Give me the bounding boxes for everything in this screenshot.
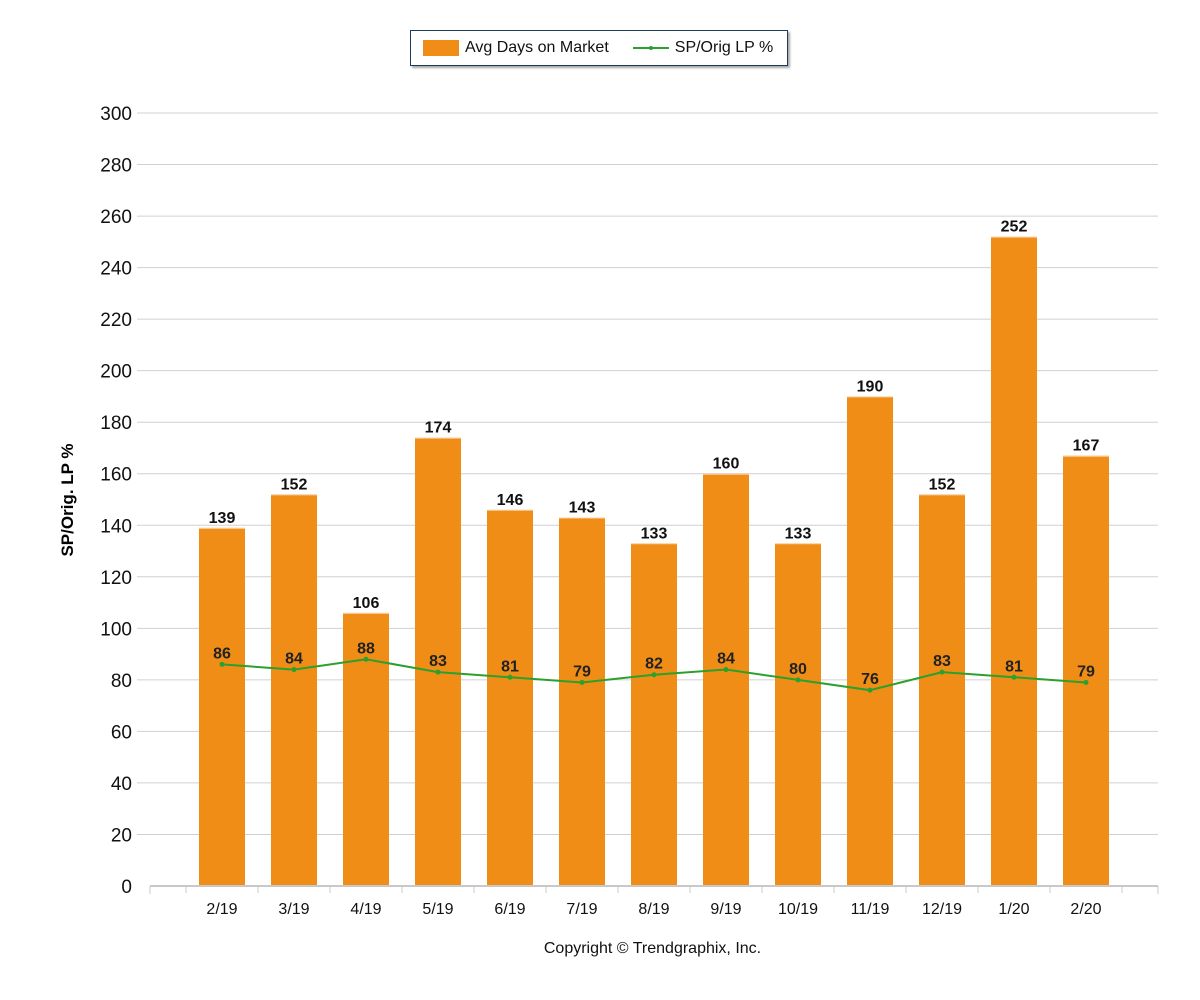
line-value-label: 79 xyxy=(573,663,591,680)
bar xyxy=(631,543,677,886)
bar-value-label: 174 xyxy=(425,420,452,437)
x-axis: 2/19 3/19 4/19 5/19 6/19 7/19 8/19 9/19 10/19 11/… xyxy=(149,885,1159,918)
bar xyxy=(703,473,749,886)
bar xyxy=(559,517,605,886)
bar xyxy=(199,527,245,886)
line-point xyxy=(1011,674,1017,680)
line-data-labels: 86 84 88 83 81 79 82 84 80 76 83 81 79 xyxy=(213,640,1095,688)
line-point xyxy=(1083,679,1089,685)
y-tick-label: 180 xyxy=(100,413,132,434)
x-tick-label: 12/19 xyxy=(922,901,962,918)
y-tick-label: 60 xyxy=(111,722,132,743)
legend-bar-swatch xyxy=(423,40,459,56)
y-tick-label: 100 xyxy=(100,619,132,640)
line-point xyxy=(579,679,585,685)
line-point xyxy=(795,677,801,683)
line-value-label: 86 xyxy=(213,645,231,662)
y-tick-label: 140 xyxy=(100,516,132,537)
y-tick-label: 260 xyxy=(100,207,132,228)
y-tick-label: 160 xyxy=(100,465,132,486)
x-tick-label: 2/20 xyxy=(1070,901,1101,918)
line-value-label: 83 xyxy=(933,653,951,670)
bar-value-label: 167 xyxy=(1073,438,1100,455)
y-tick-label: 220 xyxy=(100,310,132,331)
y-tick-label: 120 xyxy=(100,568,132,589)
line-value-label: 76 xyxy=(861,671,879,688)
line-point xyxy=(507,674,513,680)
line-point xyxy=(363,656,369,662)
x-tick-label: 1/20 xyxy=(998,901,1029,918)
y-tick-label: 80 xyxy=(111,671,132,692)
line-value-label: 88 xyxy=(357,640,375,657)
line-value-label: 81 xyxy=(501,658,519,675)
line-value-label: 84 xyxy=(717,651,735,668)
bar-value-label: 252 xyxy=(1001,219,1028,236)
line-point xyxy=(939,669,945,675)
y-tick-label: 280 xyxy=(100,156,132,177)
legend-line-swatch xyxy=(632,40,669,56)
line-point xyxy=(291,667,297,673)
bar-value-label: 160 xyxy=(713,456,740,473)
bar xyxy=(991,236,1037,886)
line-point xyxy=(435,669,441,675)
line-value-label: 83 xyxy=(429,653,447,670)
bar xyxy=(1063,455,1109,886)
x-tick-label: 6/19 xyxy=(494,901,525,918)
bar-value-label: 152 xyxy=(929,476,956,493)
copyright-text: Copyright © Trendgraphix, Inc. xyxy=(543,940,762,957)
line-value-label: 80 xyxy=(789,661,807,678)
x-tick-label: 9/19 xyxy=(710,901,741,918)
bar xyxy=(271,494,317,886)
x-tick-label: 8/19 xyxy=(638,901,669,918)
bar-series xyxy=(199,236,1109,886)
y-tick-label: 300 xyxy=(100,104,132,125)
bar-data-labels: 139 152 106 174 146 143 133 160 133 190 152 252 167 xyxy=(209,219,1100,612)
x-tick-label: 4/19 xyxy=(350,901,381,918)
y-tick-label: 0 xyxy=(121,877,132,898)
line-point xyxy=(723,667,729,673)
bar-value-label: 146 xyxy=(497,492,524,509)
bar-value-label: 133 xyxy=(641,525,668,542)
bar-value-label: 190 xyxy=(857,378,884,395)
x-tick-label: 11/19 xyxy=(851,901,890,918)
bar xyxy=(775,543,821,886)
bar xyxy=(919,494,965,886)
y-axis-ticks: 0 20 40 60 80 100 120 140 160 180 200 220 240 260 280 3… xyxy=(100,104,132,898)
y-tick-label: 240 xyxy=(100,259,132,280)
bar-value-label: 106 xyxy=(353,595,380,612)
bar-value-label: 152 xyxy=(281,476,308,493)
line-point xyxy=(867,687,873,693)
legend-bar-label: Avg Days on Market xyxy=(465,39,609,56)
x-tick-label: 10/19 xyxy=(778,901,818,918)
line-value-label: 79 xyxy=(1077,663,1095,680)
x-tick-label: 7/19 xyxy=(566,901,597,918)
bar xyxy=(487,509,533,886)
legend: Avg Days on Market SP/Orig LP % xyxy=(410,30,788,66)
bar xyxy=(847,396,893,886)
bar-value-label: 133 xyxy=(785,525,812,542)
line-value-label: 82 xyxy=(645,656,663,673)
y-axis-title: SP/Orig. LP % xyxy=(58,443,77,557)
x-tick-label: 2/19 xyxy=(206,901,237,918)
y-tick-label: 200 xyxy=(100,362,132,383)
legend-line-label: SP/Orig LP % xyxy=(674,39,774,56)
bar xyxy=(415,437,461,886)
line-value-label: 81 xyxy=(1005,658,1023,675)
line-series xyxy=(219,656,1089,693)
x-tick-label: 5/19 xyxy=(422,901,453,918)
y-tick-label: 20 xyxy=(111,825,132,846)
x-tick-label: 3/19 xyxy=(278,901,309,918)
y-tick-label: 40 xyxy=(111,774,132,795)
line-point xyxy=(651,672,657,678)
bar-value-label: 143 xyxy=(569,500,596,517)
line-point xyxy=(219,661,225,667)
bar-value-label: 139 xyxy=(209,510,236,527)
line-value-label: 84 xyxy=(285,651,303,668)
